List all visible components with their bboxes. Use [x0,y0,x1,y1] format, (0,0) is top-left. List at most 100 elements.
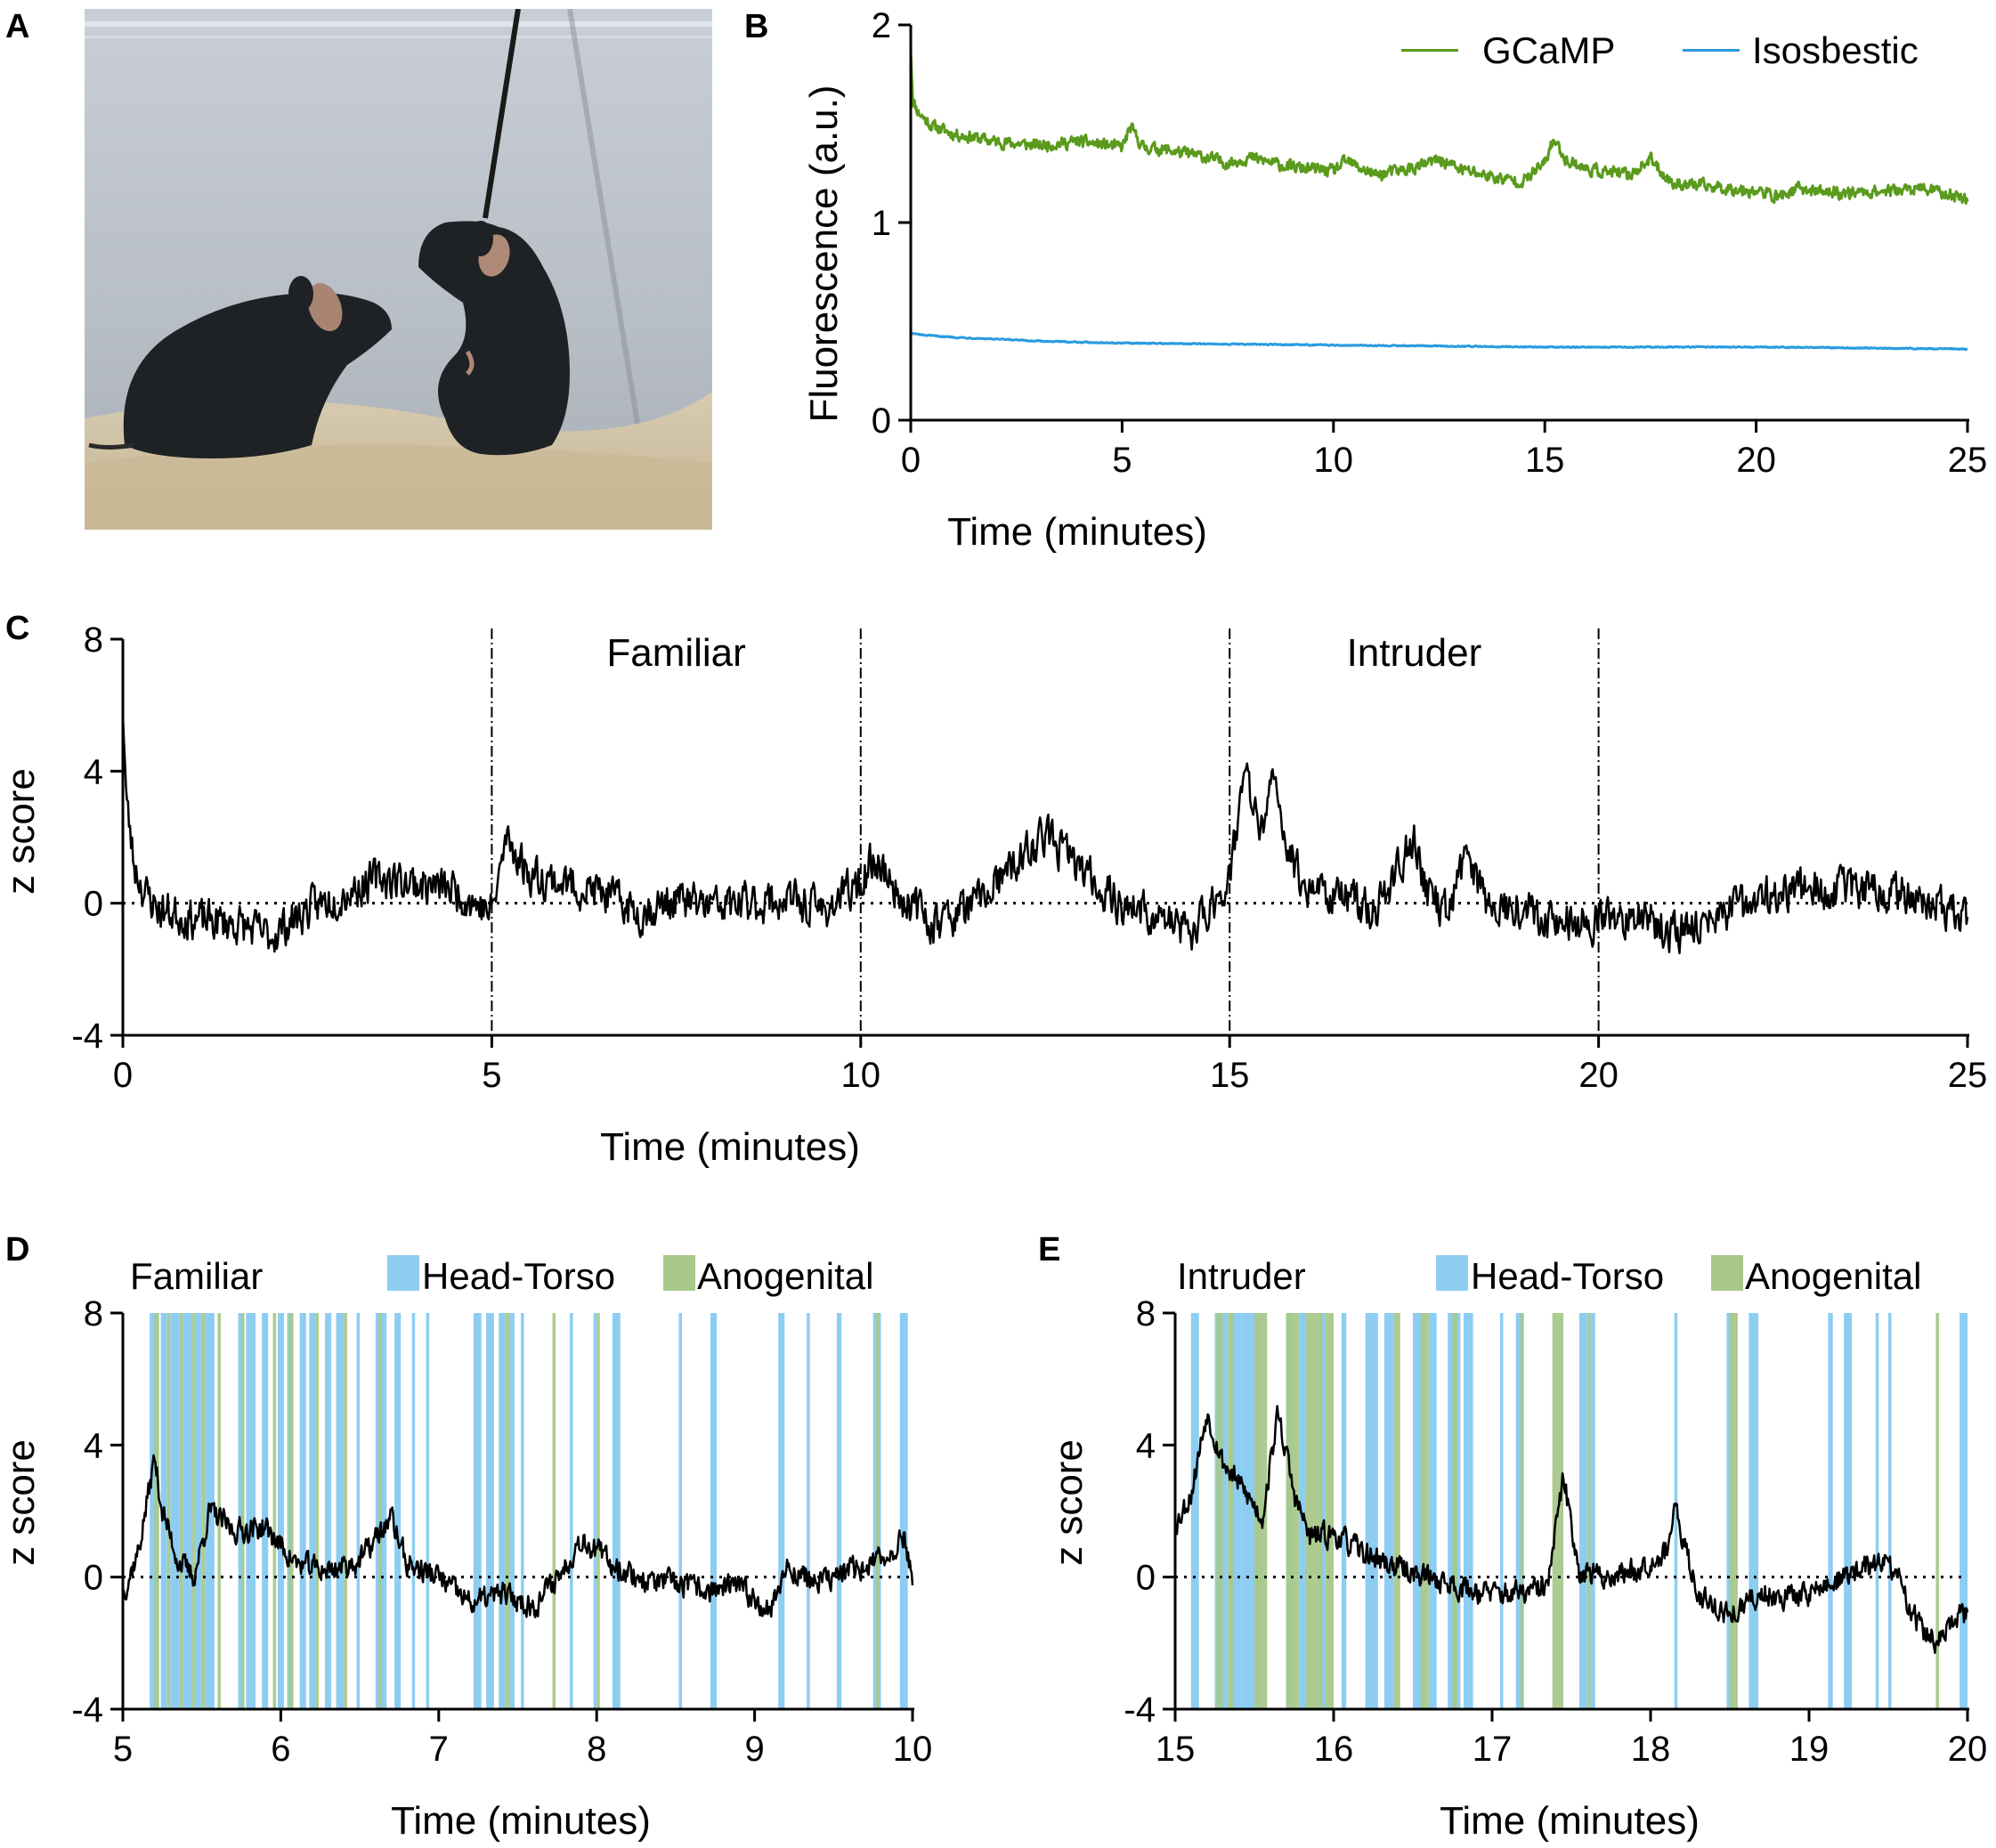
chart-c-y-tick-label: 8 [84,620,103,660]
legend-gcamp-label: GCaMP [1482,29,1615,71]
y-axis-title-c: z score [0,768,43,895]
anogenital-bout [166,1313,171,1709]
head-torso-bout [473,1313,482,1709]
anogenital-bout [1326,1313,1334,1709]
mouse-right [418,221,570,456]
head-torso-bout [170,1313,180,1709]
chart-e-x-tick-label: 18 [1631,1730,1671,1769]
chart-c-epoch-label: Intruder [1347,631,1482,675]
head-torso-bout [325,1313,332,1709]
head-torso-bout [1590,1313,1595,1709]
legend-head-torso-swatch-e [1436,1255,1468,1291]
anogenital-bout [1254,1313,1268,1709]
x-axis-title-c: Time (minutes) [600,1125,860,1169]
head-torso-bout [238,1313,243,1709]
chart-b: GCaMP Isosbestic Time (minutes) Fluoresc… [802,6,1987,554]
anogenital-bout [241,1313,245,1709]
head-torso-bout [593,1313,597,1709]
chart-e-series-z-score [1173,1405,1969,1655]
head-torso-bout [1428,1313,1437,1709]
head-torso-bout [486,1313,494,1709]
head-torso-bout [521,1313,524,1709]
anogenital-bout [288,1313,294,1709]
head-torso-bout [499,1313,506,1709]
anogenital-bout [154,1313,159,1709]
head-torso-bout [1320,1313,1327,1709]
x-axis-title-e: Time (minutes) [1440,1799,1700,1843]
chart-d-x-tick-label: 6 [271,1730,290,1769]
chart-c-y-tick-label: -4 [71,1017,103,1056]
chart-c-x-tick-label: 0 [113,1056,133,1095]
chart-e-y-tick-label: 8 [1136,1294,1156,1333]
chart-b-x-tick-label: 5 [1112,441,1132,480]
anogenital-bout [344,1313,347,1709]
chart-c: Time (minutes) z score Familiar Intruder 0… [0,620,1987,1169]
anogenital-bout [272,1313,277,1709]
head-torso-bout [612,1313,621,1709]
anogenital-bout [1216,1313,1223,1709]
anogenital-bout [1420,1313,1429,1709]
panel-letter-b: B [744,8,768,45]
mouse-left [123,292,392,458]
chart-e-x-tick-label: 15 [1156,1730,1196,1769]
anogenital-bout [596,1313,600,1709]
head-torso-bout [1828,1313,1833,1709]
head-torso-bout [262,1313,269,1709]
panel-letter-e: E [1038,1231,1060,1268]
panel-d-title: Familiar [130,1255,263,1297]
chart-d-events [150,1313,908,1709]
chart-b-y-tick-label: 1 [872,204,891,243]
head-torso-bout [1749,1313,1759,1709]
chart-c-x-tick-label: 20 [1578,1056,1619,1095]
fiber-cable [483,9,521,219]
panel-letter-c: C [5,610,29,647]
head-torso-bout [336,1313,345,1709]
anogenital-bout [179,1313,183,1709]
legend-gcamp-swatch [1401,49,1458,52]
chart-b-x-tick-label: 25 [1948,441,1988,480]
chart-d-y-tick-label: 4 [84,1426,103,1465]
chart-b-x-tick-label: 20 [1736,441,1776,480]
chart-b-x-tick-label: 0 [901,441,921,480]
head-torso-bout [570,1313,573,1709]
anogenital-bout [876,1313,880,1709]
anogenital-bout [505,1313,510,1709]
panel-letter-d: D [5,1231,29,1268]
head-torso-bout [1341,1313,1347,1709]
head-torso-bout [183,1313,193,1709]
legend-head-torso-swatch-d [387,1255,419,1291]
chart-c-y-tick-label: 0 [84,885,103,924]
legend-anogenital-swatch-e [1711,1255,1743,1291]
legend-anogenital-swatch-d [663,1255,695,1291]
chart-c-epoch-label: Familiar [606,631,745,675]
legend-anogenital-label-e: Anogenital [1745,1255,1922,1297]
anogenital-bout [1521,1313,1524,1709]
panel-e-title: Intruder [1177,1255,1306,1297]
chart-e: Intruder Head-Torso Anogenital Time (min… [1047,1255,1987,1843]
chart-e-x-tick-label: 19 [1789,1730,1830,1769]
legend-isosbestic-label: Isosbestic [1752,29,1919,71]
legend-head-torso-label-d: Head-Torso [422,1255,615,1297]
anogenital-bout [1227,1313,1234,1709]
chart-c-x-tick-label: 5 [482,1056,501,1095]
chart-d-x-tick-label: 8 [587,1730,606,1769]
head-torso-bout [1463,1313,1473,1709]
head-torso-bout [150,1313,158,1709]
head-torso-bout [1413,1313,1423,1709]
head-torso-bout [411,1313,416,1709]
head-torso-bout [309,1313,316,1709]
chart-d-series-z-score [121,1454,914,1618]
mice-photo-icon [85,9,712,530]
chart-d-y-tick-label: 0 [84,1559,103,1598]
head-torso-bout [426,1313,430,1709]
chart-c-x-tick-label: 10 [841,1056,881,1095]
legend-isosbestic-swatch [1683,49,1740,52]
chart-e-x-tick-label: 16 [1314,1730,1354,1769]
head-torso-bout [394,1313,402,1709]
x-axis-title-d: Time (minutes) [391,1799,651,1843]
chart-b-series-isosbestic [910,332,1968,352]
head-torso-bout [1888,1313,1892,1709]
chart-d-y-tick-label: -4 [71,1690,103,1730]
head-torso-bout [1190,1313,1199,1709]
